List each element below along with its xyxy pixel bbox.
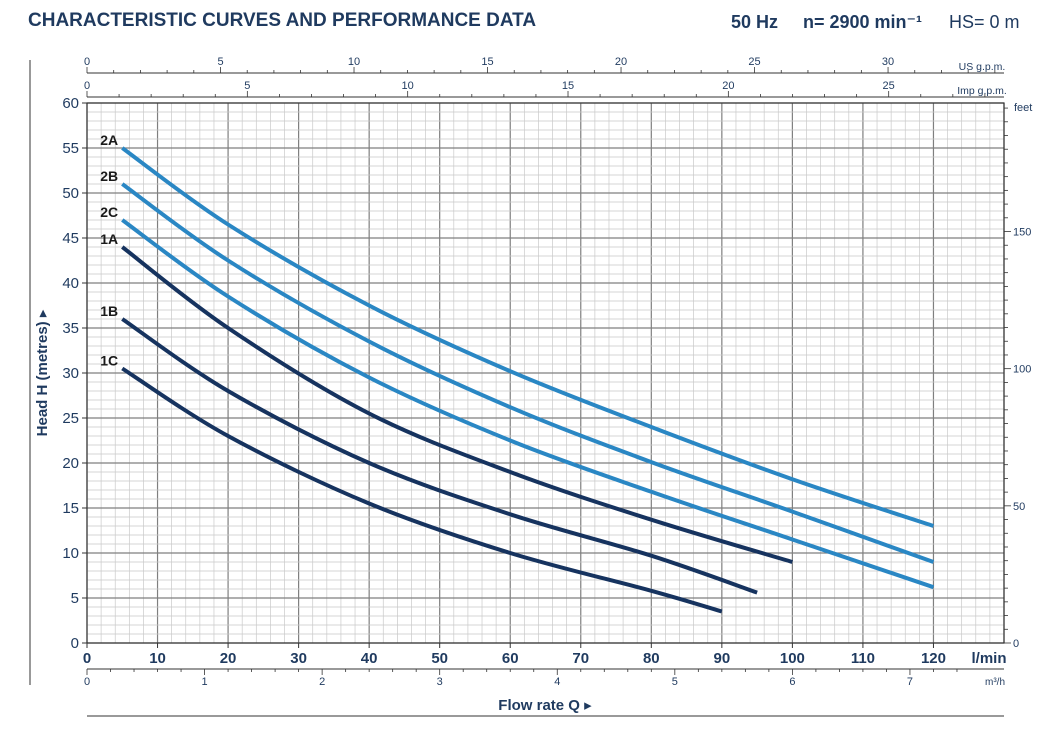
curve-label-2c: 2C <box>100 204 118 220</box>
y-tick-label: 15 <box>62 500 79 517</box>
us-gpm-tick-label: 30 <box>882 56 894 68</box>
x-tick-label: 60 <box>502 650 519 667</box>
x-tick-label: 80 <box>643 650 660 667</box>
x-tick-label: 120 <box>921 650 946 667</box>
imp-gpm-tick-label: 10 <box>402 80 414 92</box>
x-tick-label: 100 <box>780 650 805 667</box>
feet-tick-label: 50 <box>1013 501 1025 513</box>
y-tick-label: 35 <box>62 320 79 337</box>
suction-height-label: HS= 0 m <box>949 12 1020 32</box>
feet-unit-label: feet <box>1014 102 1032 114</box>
curve-1b <box>121 317 758 595</box>
m3h-tick-label: 7 <box>907 676 913 688</box>
m3h-tick-label: 4 <box>554 676 560 688</box>
feet-tick-label: 150 <box>1013 227 1031 239</box>
m3h-tick-label: 6 <box>789 676 795 688</box>
curve-label-2a: 2A <box>100 132 118 148</box>
imp-gpm-axis-unit-label: Imp g.p.m. <box>957 85 1007 97</box>
curve-label-1c: 1C <box>100 353 118 369</box>
m3h-unit-label: m³/h <box>985 677 1005 688</box>
x-tick-label: 0 <box>83 650 91 667</box>
imp-gpm-tick-label: 25 <box>883 80 895 92</box>
x-tick-label: 110 <box>851 650 875 667</box>
curve-2c <box>121 218 935 590</box>
x-tick-label: 10 <box>149 650 166 667</box>
x-tick-label: 40 <box>361 650 378 667</box>
y-tick-label: 20 <box>62 455 79 472</box>
page-title: CHARACTERISTIC CURVES AND PERFORMANCE DA… <box>28 10 537 31</box>
y-tick-label: 25 <box>62 410 79 427</box>
y-tick-label: 55 <box>62 140 79 157</box>
curve-1a <box>121 245 793 564</box>
us-gpm-axis-unit-label: US g.p.m. <box>959 61 1006 73</box>
curve-label-1a: 1A <box>100 231 118 247</box>
us-gpm-tick-label: 0 <box>84 56 90 68</box>
y-tick-label: 30 <box>62 365 79 382</box>
frequency-label: 50 Hz <box>731 12 779 32</box>
curve-1c <box>121 366 723 614</box>
y-tick-label: 0 <box>71 635 79 652</box>
curve-label-2b: 2B <box>100 168 118 184</box>
x-axis-title: Flow rate Q ▸ <box>498 697 592 714</box>
m3h-tick-label: 2 <box>319 676 325 688</box>
feet-tick-label: 100 <box>1013 364 1031 376</box>
y-tick-label: 50 <box>62 185 79 202</box>
x-tick-label: 90 <box>714 650 731 667</box>
imp-gpm-tick-label: 5 <box>244 80 250 92</box>
y-tick-label: 10 <box>62 545 79 562</box>
curve-2b <box>121 182 935 564</box>
imp-gpm-tick-label: 15 <box>562 80 574 92</box>
y-tick-label: 40 <box>62 275 79 292</box>
imp-gpm-tick-label: 0 <box>84 80 90 92</box>
y-tick-label: 45 <box>62 230 79 247</box>
y-axis-title: Head H (metres) ▸ <box>34 309 51 436</box>
imp-gpm-tick-label: 20 <box>722 80 734 92</box>
us-gpm-tick-label: 25 <box>748 56 760 68</box>
m3h-tick-label: 5 <box>672 676 678 688</box>
us-gpm-tick-label: 10 <box>348 56 360 68</box>
m3h-tick-label: 3 <box>437 676 443 688</box>
x-unit-label: l/min <box>971 650 1006 667</box>
curve-label-1b: 1B <box>100 303 118 319</box>
us-gpm-tick-label: 20 <box>615 56 627 68</box>
m3h-tick-label: 0 <box>84 676 90 688</box>
curve-2a <box>121 146 935 528</box>
y-tick-label: 5 <box>71 590 79 607</box>
us-gpm-tick-label: 15 <box>481 56 493 68</box>
feet-tick-label: 0 <box>1013 638 1019 650</box>
m3h-tick-label: 1 <box>202 676 208 688</box>
speed-label: n= 2900 min⁻¹ <box>803 12 923 32</box>
x-tick-label: 20 <box>220 650 237 667</box>
x-tick-label: 50 <box>431 650 448 667</box>
x-tick-label: 70 <box>572 650 589 667</box>
x-tick-label: 30 <box>290 650 307 667</box>
y-tick-label: 60 <box>62 95 79 112</box>
us-gpm-tick-label: 5 <box>217 56 223 68</box>
